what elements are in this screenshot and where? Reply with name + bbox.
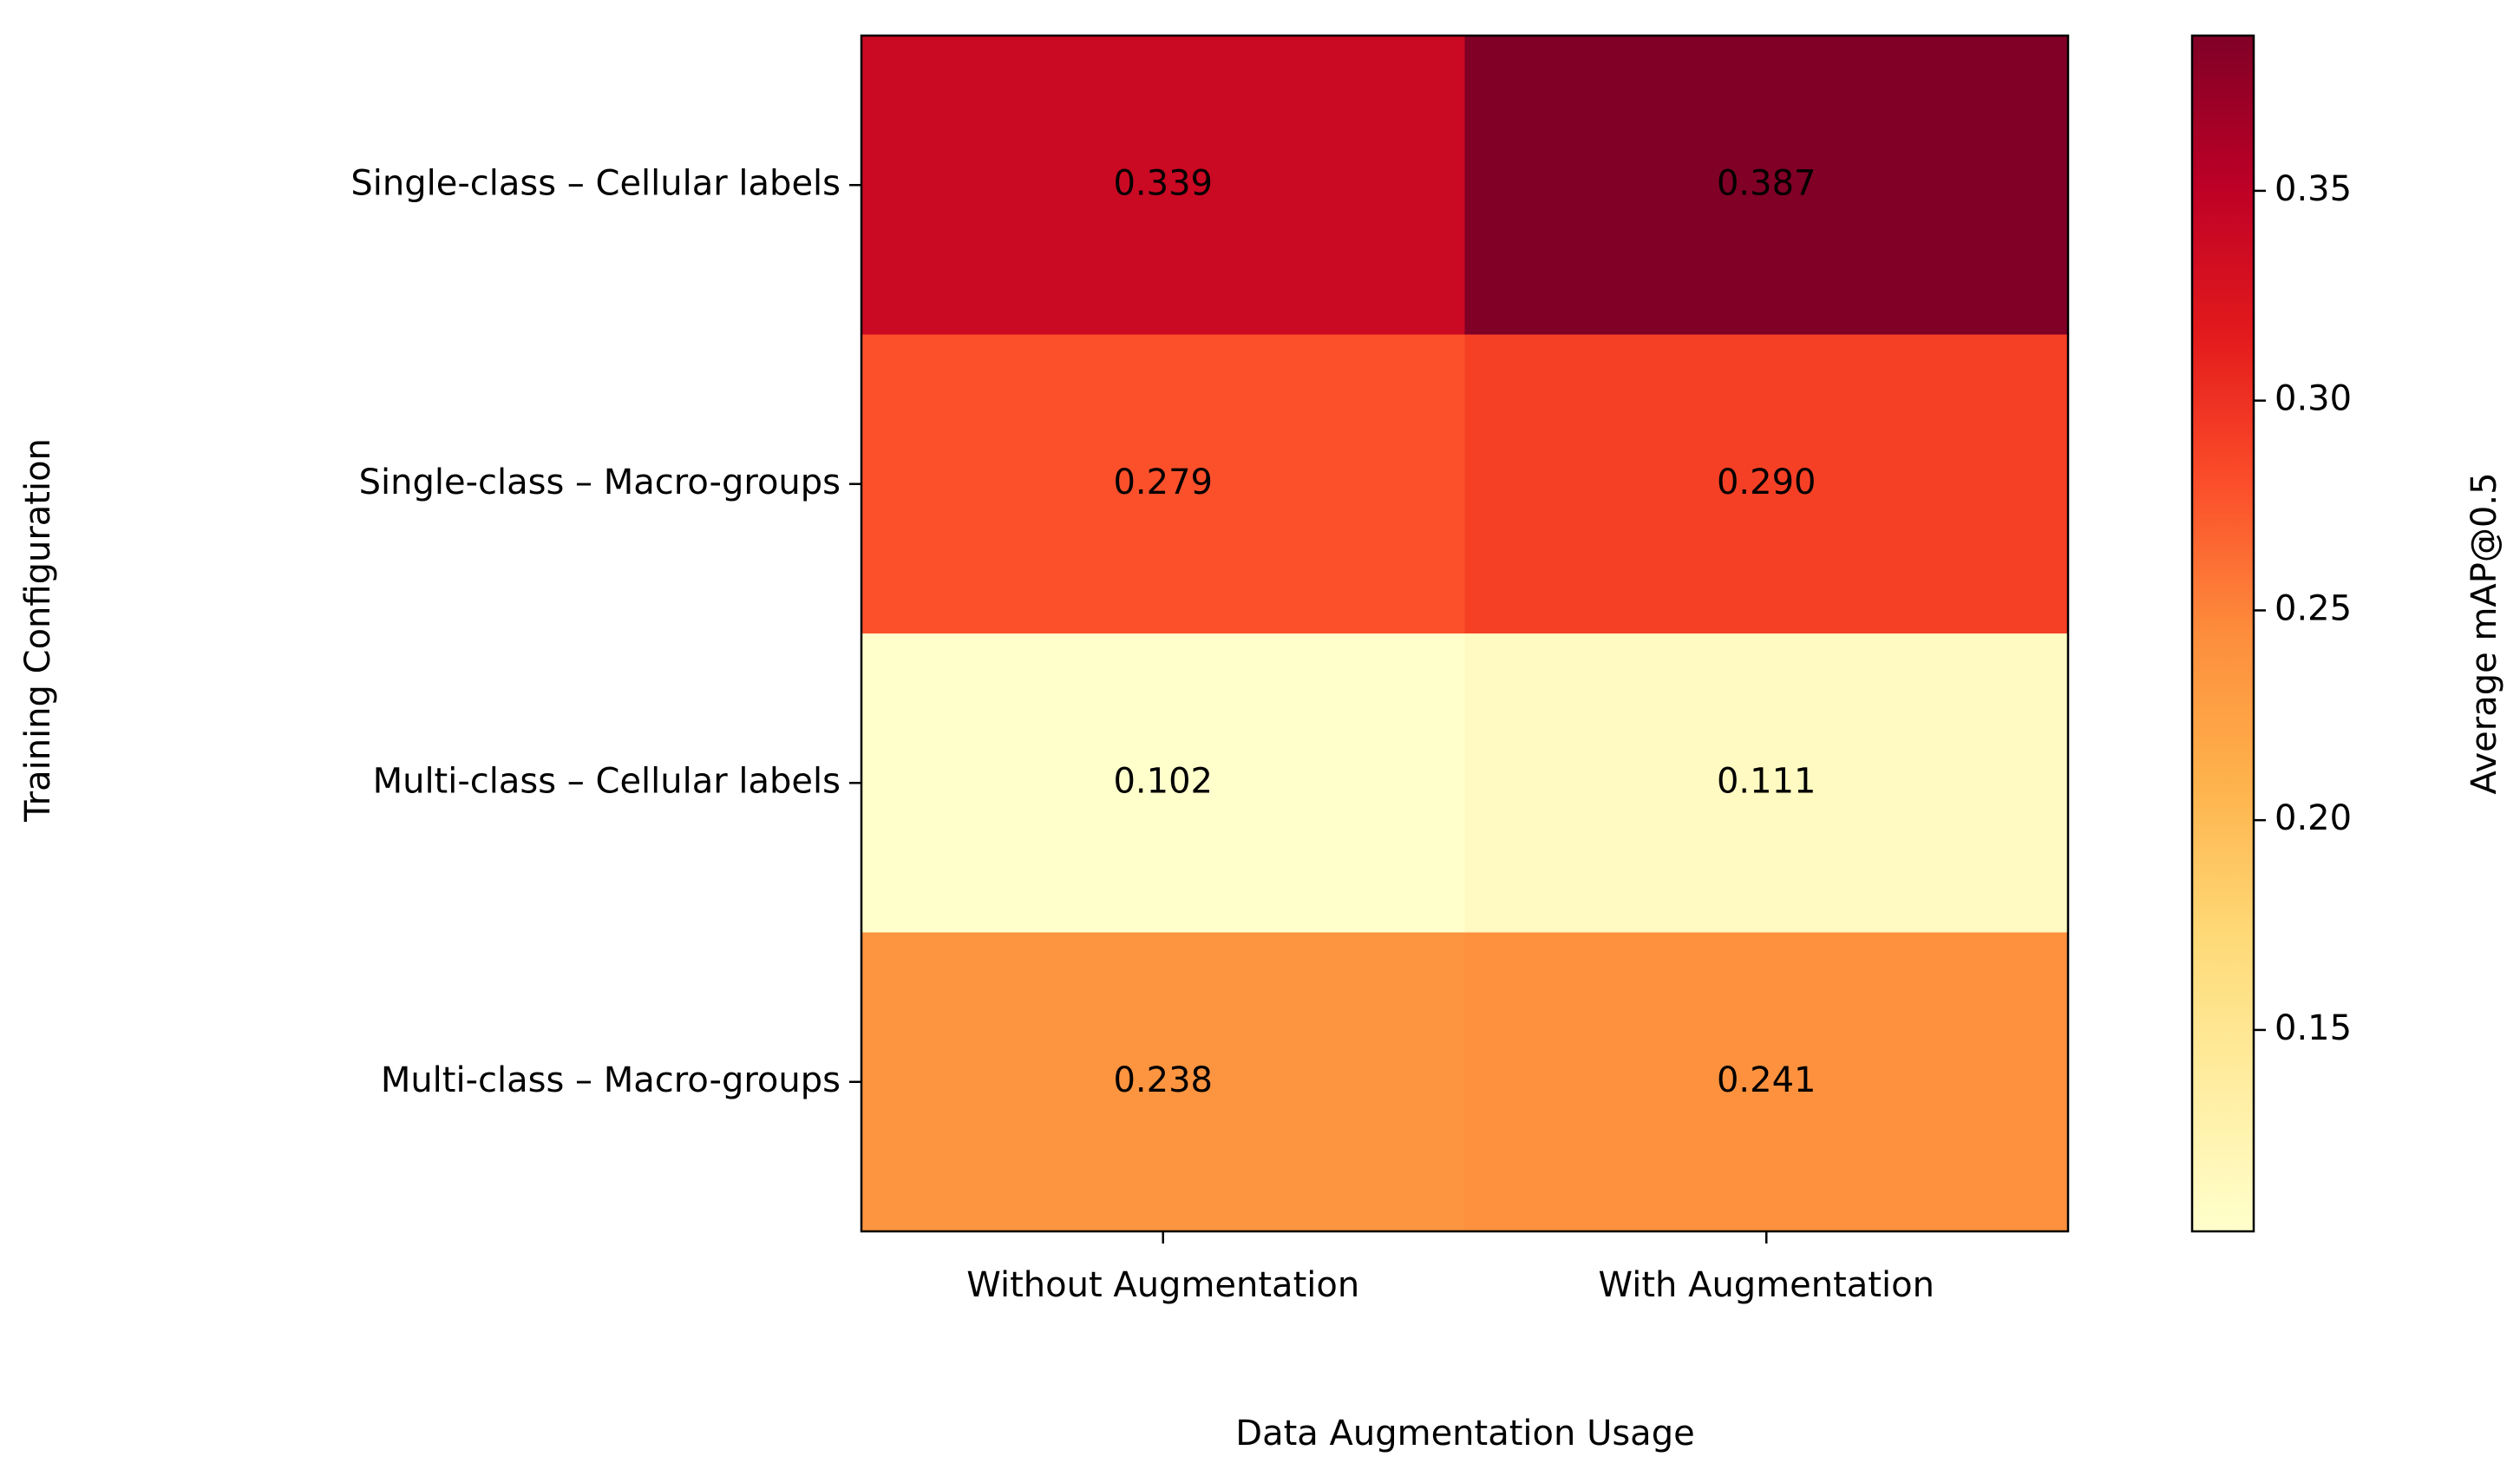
x-tick-label: With Augmentation <box>1599 1265 1934 1305</box>
colorbar-tick-label: 0.30 <box>2275 379 2352 419</box>
plot-frame <box>860 34 2070 1233</box>
cell-value-label: 0.279 <box>1113 463 1213 502</box>
cell-value-label: 0.241 <box>1717 1060 1816 1100</box>
colorbar-tick-label: 0.35 <box>2275 169 2352 209</box>
heatmap-cell <box>861 36 1465 335</box>
y-tick-label: Multi-class – Cellular labels <box>373 761 841 801</box>
x-tick-label: Without Augmentation <box>966 1265 1359 1305</box>
colorbar <box>2190 34 2255 1233</box>
y-tick-label: Multi-class – Macro-groups <box>381 1060 841 1100</box>
colorbar-tick-label: 0.25 <box>2275 588 2352 628</box>
cell-value-label: 0.387 <box>1717 163 1816 203</box>
cell-value-label: 0.111 <box>1717 761 1816 801</box>
heatmap-cell <box>861 932 1465 1232</box>
x-axis-label: Data Augmentation Usage <box>1235 1414 1694 1453</box>
cell-value-label: 0.339 <box>1113 163 1213 203</box>
heatmap-cell <box>1464 633 2069 933</box>
y-axis-label: Training Configuration <box>18 438 58 823</box>
heatmap-cell <box>1464 36 2069 335</box>
cell-value-label: 0.238 <box>1113 1060 1213 1100</box>
heatmap-cell <box>1464 932 2069 1232</box>
y-tick-label: Single-class – Cellular labels <box>350 163 841 203</box>
heatmap-cell <box>861 633 1465 933</box>
colorbar-tick-label: 0.20 <box>2275 798 2352 838</box>
heatmap-cell <box>1464 334 2069 634</box>
heatmap-cell <box>861 334 1465 634</box>
cell-value-label: 0.102 <box>1113 761 1213 801</box>
colorbar-tick-label: 0.15 <box>2275 1008 2352 1048</box>
colorbar-label: Average mAP@0.5 <box>2464 472 2504 794</box>
cell-value-label: 0.290 <box>1717 463 1816 502</box>
y-tick-label: Single-class – Macro-groups <box>359 463 841 502</box>
